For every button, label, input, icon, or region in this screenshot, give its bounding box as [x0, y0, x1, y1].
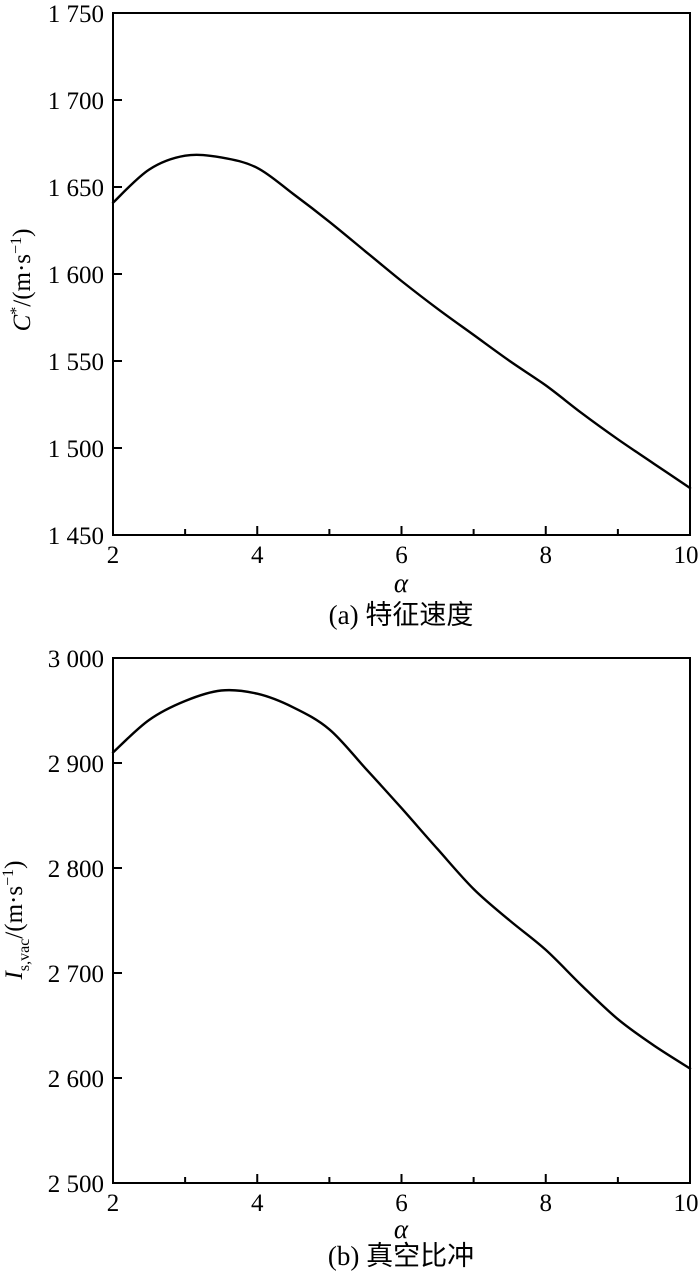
chart-panel-a: 1 450 1 500 1 550 1 600 1 650 1 700 1 750 2 4 6 8 1… — [8, 1, 699, 630]
y-axis-label-a: C*/(m·s−1) — [8, 229, 36, 332]
x-tick-label: 6 — [395, 1190, 408, 1217]
y-tick-label: 1 600 — [48, 262, 104, 289]
y-tick-label: 2 800 — [48, 856, 104, 883]
x-axis-label-a: α — [394, 568, 409, 598]
y-tick-label: 2 900 — [48, 751, 104, 778]
y-tick-label: 1 450 — [48, 523, 104, 550]
y-axis-label-b: Is,vac/(m·s−1) — [0, 861, 33, 981]
y-axis-unit-a: /(m·s — [9, 254, 36, 307]
x-tick-label: 10 — [674, 542, 699, 569]
x-tick-label: 2 — [107, 542, 120, 569]
y-tick-label: 1 750 — [48, 1, 104, 28]
y-tick-label: 2 500 — [48, 1171, 104, 1198]
caption-b: (b) 真空比冲 — [328, 1241, 474, 1271]
y-axis-subscript-b: s,vac — [16, 939, 33, 971]
x-tick-label: 4 — [251, 542, 264, 569]
y-axis-unit-exponent-a: −1 — [8, 237, 25, 254]
x-tick-label: 6 — [395, 542, 408, 569]
x-tick-label: 8 — [540, 542, 553, 569]
series-curve-b — [111, 688, 692, 1070]
y-tick-label: 1 500 — [48, 436, 104, 463]
x-axis-label-b: α — [394, 1214, 409, 1244]
y-axis-variable-a: C — [9, 314, 36, 331]
x-tick-label: 4 — [251, 1190, 264, 1217]
y-axis-unit-exponent-b: −1 — [0, 869, 17, 886]
y-tick-label: 2 700 — [48, 961, 104, 988]
y-axis-unit-b: /(m·s — [1, 886, 28, 939]
series-curve-a — [111, 153, 692, 490]
y-axis-unit-close-a: ) — [9, 229, 36, 237]
y-axis-unit-close-b: ) — [1, 861, 28, 869]
plot-frame — [112, 12, 691, 536]
y-tick-label: 1 700 — [48, 88, 104, 115]
axes-a: 1 450 1 500 1 550 1 600 1 650 1 700 1 750 2 4 6 8 1… — [48, 1, 699, 569]
y-tick-label: 1 650 — [48, 175, 104, 202]
x-tick-label: 2 — [107, 1190, 120, 1217]
caption-a: (a) 特征速度 — [329, 600, 474, 630]
axes-b: 2 500 2 600 2 700 2 800 2 900 3 000 2 4 6 8 10 — [48, 646, 699, 1217]
y-tick-label: 3 000 — [48, 646, 104, 673]
y-axis-variable-b: I — [1, 969, 28, 980]
y-tick-label: 2 600 — [48, 1066, 104, 1093]
plot-frame — [112, 657, 691, 1184]
x-tick-label: 8 — [540, 1190, 553, 1217]
y-tick-label: 1 550 — [48, 349, 104, 376]
y-axis-superscript-a: * — [8, 307, 25, 315]
chart-panel-b: 2 500 2 600 2 700 2 800 2 900 3 000 2 4 6 8 10 α I… — [0, 646, 699, 1271]
x-tick-label: 10 — [674, 1190, 699, 1217]
